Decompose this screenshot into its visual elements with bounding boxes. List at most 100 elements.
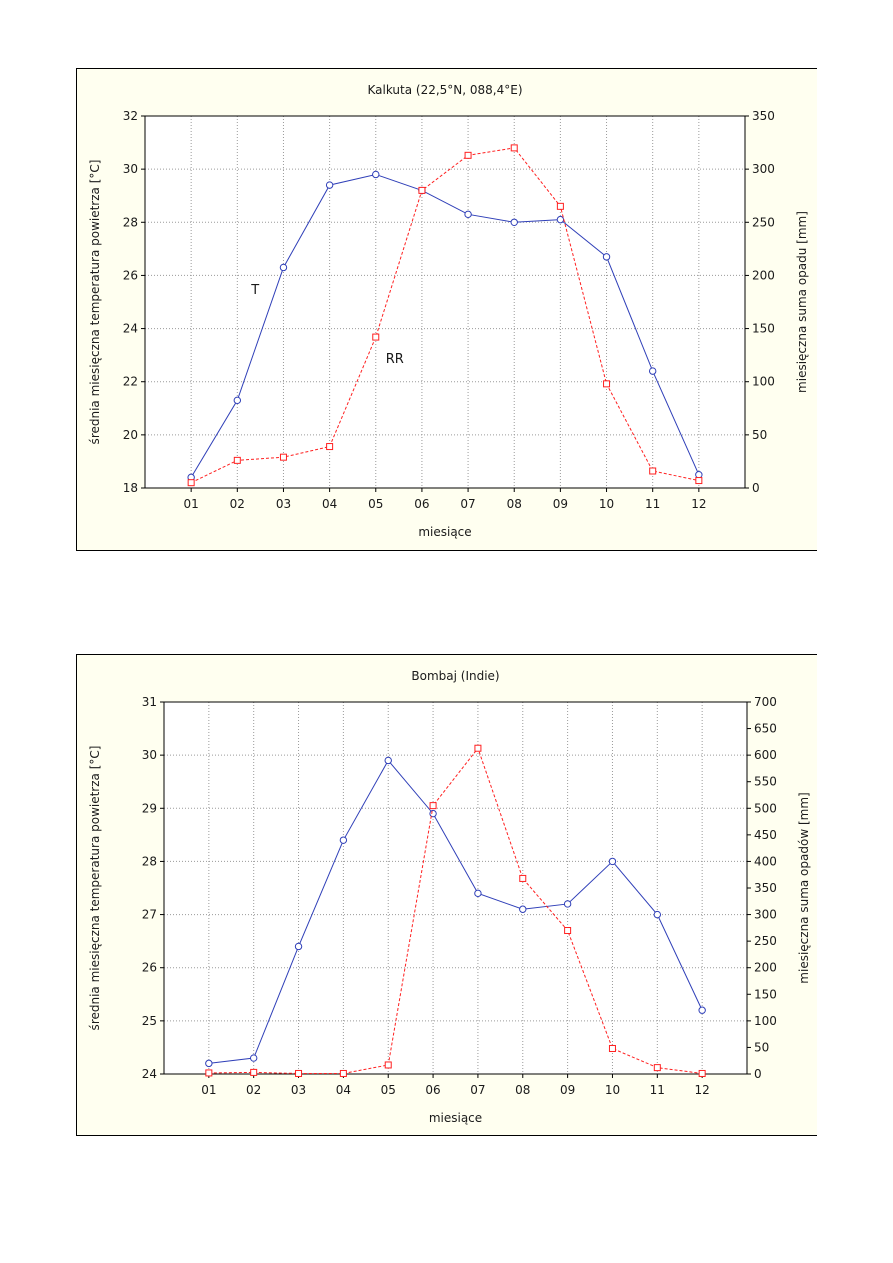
x-tick-label: 10 xyxy=(599,497,614,511)
y2-tick-label: 700 xyxy=(754,695,777,709)
x-tick-label: 08 xyxy=(507,497,522,511)
y2-tick-label: 50 xyxy=(752,428,767,442)
x-tick-label: 05 xyxy=(381,1083,396,1097)
precipitation-point xyxy=(649,467,657,475)
temperature-point xyxy=(294,942,303,951)
y-tick-label: 28 xyxy=(123,215,138,229)
temperature-point xyxy=(519,905,527,913)
chart-title: Kalkuta (22,5°N, 088,4°E) xyxy=(367,83,522,97)
y2-tick-label: 100 xyxy=(754,1014,777,1028)
y-tick-label: 24 xyxy=(142,1067,157,1081)
temperature-point xyxy=(205,1059,213,1068)
x-tick-label: 09 xyxy=(560,1083,575,1097)
temperature-point xyxy=(249,1054,258,1062)
precipitation-point xyxy=(205,1069,213,1077)
precipitation-point xyxy=(464,151,472,159)
x-tick-label: 06 xyxy=(425,1083,440,1097)
precipitation-point xyxy=(279,453,287,461)
chart-panel-kalkuta: 01 02 03 04 05 06 07 08 09 10 11 12 18 20 22 24 26 28 30 32… xyxy=(76,68,817,551)
temperature-point xyxy=(325,181,334,189)
y2-tick-label: 350 xyxy=(754,881,777,895)
precipitation-point xyxy=(418,186,426,194)
y2-tick-label: 650 xyxy=(754,722,777,736)
temperature-point xyxy=(372,170,380,179)
precipitation-point xyxy=(295,1069,303,1077)
chart-kalkuta: 01 02 03 04 05 06 07 08 09 10 11 12 18 20 22 24 26 28 30 32… xyxy=(77,69,817,550)
plot-frame xyxy=(163,701,748,1075)
temperature-point xyxy=(339,836,348,844)
y-tick-label: 25 xyxy=(142,1014,157,1028)
temperature-point xyxy=(556,215,565,224)
x-tick-label: 10 xyxy=(605,1083,620,1097)
y2-tick-label: 600 xyxy=(754,748,777,762)
precipitation-series-line xyxy=(208,747,703,1074)
y-tick-label: 28 xyxy=(142,854,157,868)
x-tick-label: 09 xyxy=(553,497,568,511)
x-tick-label: 04 xyxy=(322,497,337,511)
y2-tick-label: 0 xyxy=(752,481,760,495)
series-label-t: T xyxy=(250,283,259,298)
y-tick-label: 22 xyxy=(123,375,138,389)
x-tick-label: 02 xyxy=(230,497,245,511)
x-axis-label: miesiące xyxy=(418,525,471,539)
precipitation-point xyxy=(556,202,564,210)
x-tick-label: 06 xyxy=(414,497,429,511)
precipitation-point xyxy=(564,927,572,935)
precipitation-point xyxy=(653,1064,661,1072)
y2-tick-label: 0 xyxy=(754,1067,762,1081)
series-label-rr: RR xyxy=(386,352,404,367)
x-tick-label: 07 xyxy=(460,497,475,511)
chart-title: Bombaj (Indie) xyxy=(411,669,499,683)
y-tick-label: 20 xyxy=(123,428,138,442)
temperature-point xyxy=(279,263,288,272)
y-tick-label: 30 xyxy=(142,748,157,762)
y-tick-label: 18 xyxy=(123,481,138,495)
precipitation-point xyxy=(372,333,380,341)
temperature-point xyxy=(698,1006,706,1014)
temperature-point xyxy=(474,889,482,898)
y2-tick-label: 200 xyxy=(752,268,775,282)
y2-tick-label: 400 xyxy=(754,854,777,868)
precipitation-point xyxy=(695,477,703,485)
precipitation-point xyxy=(698,1069,706,1077)
y-tick-label: 29 xyxy=(142,801,157,815)
y2-tick-label: 100 xyxy=(752,375,775,389)
plot-area xyxy=(145,116,745,488)
x-tick-label: 05 xyxy=(368,497,383,511)
y2-tick-label: 300 xyxy=(752,162,775,176)
x-tick-label: 03 xyxy=(276,497,291,511)
y2-tick-label: 250 xyxy=(754,934,777,948)
precipitation-point xyxy=(474,744,482,752)
y-tick-label: 32 xyxy=(123,109,138,123)
y-axis-label: średnia miesięczna temperatura powietrza… xyxy=(88,160,102,445)
y-tick-label: 30 xyxy=(123,162,138,176)
temperature-point xyxy=(695,471,703,479)
precipitation-point xyxy=(608,1044,616,1052)
temperature-point xyxy=(233,396,242,405)
y2-tick-label: 250 xyxy=(752,215,775,229)
temperature-series-line xyxy=(208,759,703,1064)
y2-tick-label: 350 xyxy=(752,109,775,123)
x-tick-label: 12 xyxy=(695,1083,710,1097)
temperature-point xyxy=(608,857,617,866)
temperature-point xyxy=(464,210,472,219)
x-tick-label: 12 xyxy=(691,497,706,511)
chart-panel-bombaj: 01 02 03 04 05 06 07 08 09 10 11 12 24 25 26 27 28 29 30 31… xyxy=(76,654,817,1136)
y2-tick-label: 300 xyxy=(754,908,777,922)
temperature-point xyxy=(653,910,662,919)
y2-tick-label: 450 xyxy=(754,828,777,842)
x-axis-label: miesiące xyxy=(429,1111,482,1125)
precipitation-point xyxy=(326,443,334,451)
precipitation-point xyxy=(233,456,241,464)
y2-tick-label: 150 xyxy=(752,322,775,336)
x-tick-label: 01 xyxy=(201,1083,216,1097)
x-tick-label: 02 xyxy=(246,1083,261,1097)
y-axis-label: średnia miesięczna temperatura powietrza… xyxy=(88,746,102,1031)
y-tick-label: 26 xyxy=(123,268,138,282)
temperature-point xyxy=(648,367,657,375)
y-tick-label: 26 xyxy=(142,961,157,975)
x-tick-label: 03 xyxy=(291,1083,306,1097)
y2-tick-label: 500 xyxy=(754,801,777,815)
precipitation-point xyxy=(339,1069,347,1077)
plot-area xyxy=(164,702,747,1074)
